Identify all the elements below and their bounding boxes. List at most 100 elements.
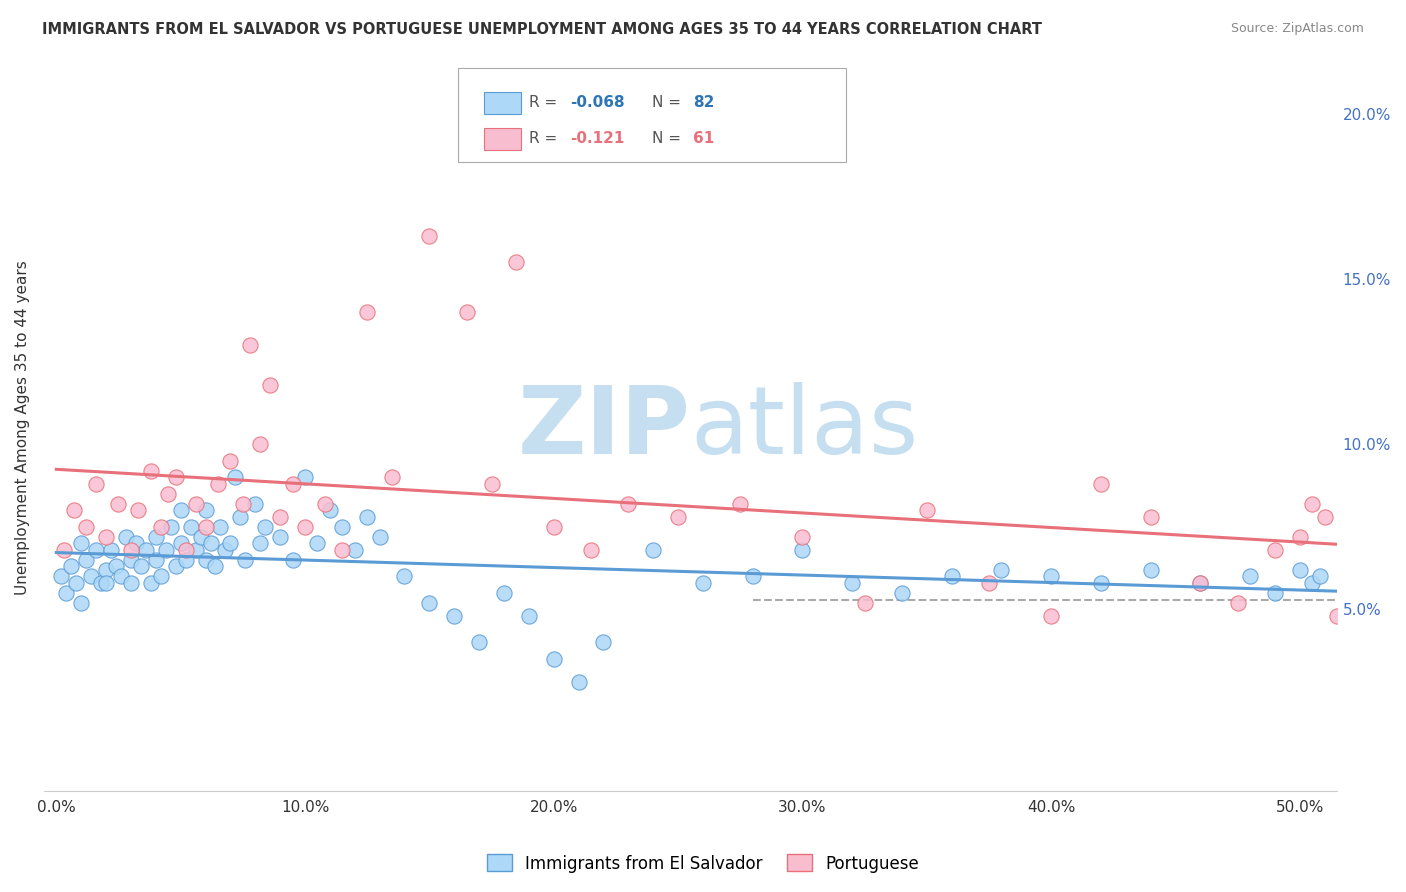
- Point: [394, 569, 416, 583]
- Point: [1301, 576, 1323, 591]
- Point: [94, 576, 117, 591]
- Point: [65, 576, 87, 591]
- Point: [543, 520, 565, 534]
- Point: [129, 559, 152, 574]
- Point: [84, 543, 107, 558]
- Point: [194, 503, 217, 517]
- Point: [232, 497, 254, 511]
- Point: [245, 497, 267, 511]
- Point: [741, 569, 763, 583]
- Point: [120, 543, 142, 558]
- Point: [1309, 569, 1331, 583]
- Point: [219, 536, 242, 550]
- Point: [1288, 563, 1310, 577]
- Text: ZIP: ZIP: [517, 382, 690, 474]
- Point: [294, 520, 316, 534]
- Point: [692, 576, 714, 591]
- Point: [100, 543, 122, 558]
- Point: [55, 586, 77, 600]
- Point: [107, 497, 129, 511]
- Point: [792, 530, 814, 544]
- Point: [254, 520, 277, 534]
- Point: [841, 576, 863, 591]
- Point: [977, 576, 1000, 591]
- Point: [165, 470, 187, 484]
- Point: [1264, 586, 1286, 600]
- Point: [120, 553, 142, 567]
- Point: [579, 543, 602, 558]
- Point: [52, 543, 75, 558]
- Point: [269, 530, 291, 544]
- Point: [127, 503, 149, 517]
- Point: [792, 543, 814, 558]
- Point: [145, 553, 167, 567]
- Point: [1040, 609, 1063, 624]
- Point: [194, 553, 217, 567]
- Point: [481, 476, 503, 491]
- Point: [666, 509, 689, 524]
- Point: [115, 530, 138, 544]
- Point: [1189, 576, 1212, 591]
- Point: [139, 464, 162, 478]
- Point: [184, 543, 207, 558]
- Text: 61: 61: [693, 131, 714, 146]
- Point: [1326, 609, 1348, 624]
- Point: [209, 520, 232, 534]
- Point: [517, 609, 540, 624]
- Point: [381, 470, 404, 484]
- Point: [180, 520, 202, 534]
- Point: [1388, 602, 1406, 616]
- Text: R =: R =: [529, 131, 562, 146]
- Point: [853, 596, 876, 610]
- Point: [200, 536, 222, 550]
- Legend: Immigrants from El Salvador, Portuguese: Immigrants from El Salvador, Portuguese: [479, 847, 927, 880]
- Point: [418, 596, 440, 610]
- Point: [207, 476, 229, 491]
- Point: [1364, 497, 1386, 511]
- Point: [155, 543, 177, 558]
- Point: [194, 520, 217, 534]
- Point: [105, 559, 128, 574]
- Point: [1040, 569, 1063, 583]
- Point: [319, 503, 342, 517]
- Point: [592, 635, 614, 649]
- Point: [204, 559, 226, 574]
- Point: [1090, 576, 1112, 591]
- Point: [1189, 576, 1212, 591]
- Point: [165, 559, 187, 574]
- Point: [330, 543, 353, 558]
- Point: [75, 520, 97, 534]
- Point: [214, 543, 236, 558]
- Point: [184, 497, 207, 511]
- Point: [890, 586, 912, 600]
- Point: [543, 652, 565, 666]
- Point: [219, 453, 242, 467]
- Point: [343, 543, 366, 558]
- Point: [75, 553, 97, 567]
- Text: IMMIGRANTS FROM EL SALVADOR VS PORTUGUESE UNEMPLOYMENT AMONG AGES 35 TO 44 YEARS: IMMIGRANTS FROM EL SALVADOR VS PORTUGUES…: [42, 22, 1042, 37]
- Text: N =: N =: [652, 131, 686, 146]
- Point: [174, 553, 197, 567]
- Point: [62, 503, 84, 517]
- Text: -0.068: -0.068: [571, 95, 624, 111]
- Point: [643, 543, 665, 558]
- Point: [418, 229, 440, 244]
- Point: [443, 609, 465, 624]
- Point: [1226, 596, 1249, 610]
- Point: [125, 536, 148, 550]
- Point: [51, 569, 73, 583]
- Point: [239, 338, 262, 352]
- Text: Source: ZipAtlas.com: Source: ZipAtlas.com: [1230, 22, 1364, 36]
- Text: N =: N =: [652, 95, 686, 111]
- Point: [1264, 543, 1286, 558]
- Point: [94, 530, 117, 544]
- Point: [269, 509, 291, 524]
- Y-axis label: Unemployment Among Ages 35 to 44 years: Unemployment Among Ages 35 to 44 years: [15, 260, 30, 595]
- Point: [174, 543, 197, 558]
- FancyBboxPatch shape: [484, 128, 522, 150]
- Point: [120, 576, 142, 591]
- Point: [492, 586, 515, 600]
- Text: -0.121: -0.121: [571, 131, 624, 146]
- Point: [990, 563, 1012, 577]
- Point: [281, 476, 304, 491]
